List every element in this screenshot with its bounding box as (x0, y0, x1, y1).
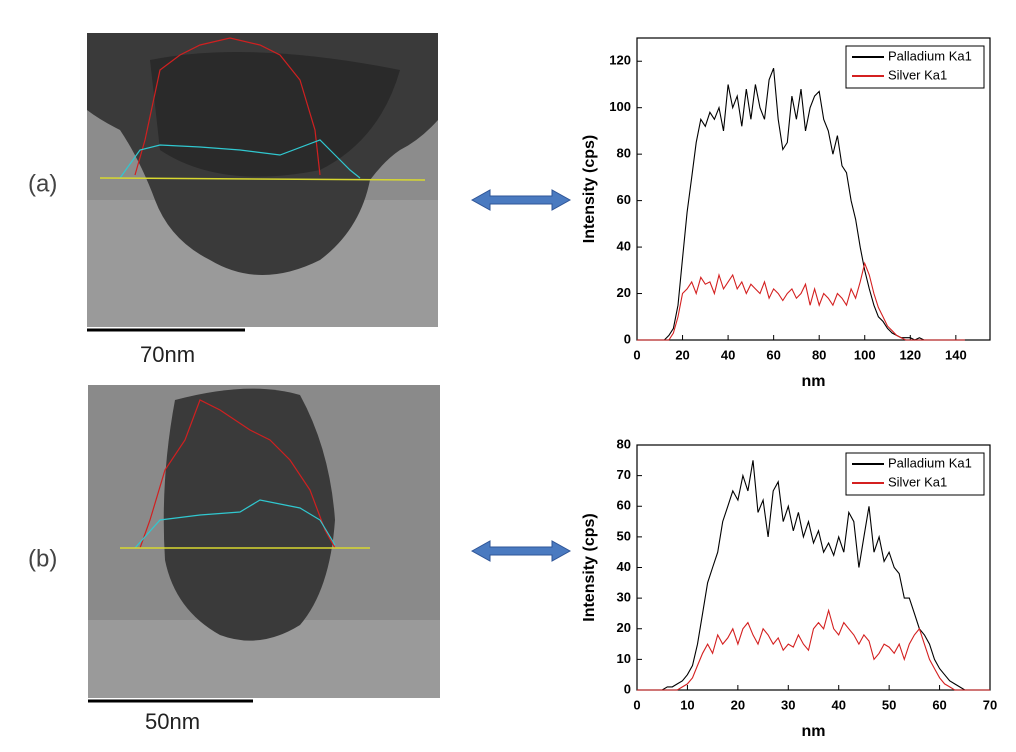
legend-label: Palladium Ka1 (888, 455, 972, 470)
legend-box (845, 452, 985, 496)
y-tick-label: 0 (624, 681, 631, 696)
tem-image-b (88, 385, 440, 698)
series-line (637, 460, 990, 691)
y-tick-label: 20 (617, 620, 631, 635)
x-tick-label: 30 (781, 697, 795, 712)
x-tick-label: 10 (680, 697, 694, 712)
panel-label: (a) (28, 170, 57, 197)
y-tick-label: 60 (617, 498, 631, 513)
legend-label: Silver Ka1 (888, 67, 947, 82)
tem-image-a (87, 33, 438, 327)
y-axis-label: Intensity (cps) (581, 135, 598, 243)
x-tick-label: 100 (854, 347, 876, 362)
x-axis-label: nm (802, 373, 826, 390)
scale-bar-label: 70nm (140, 342, 195, 367)
y-tick-label: 20 (617, 285, 631, 300)
x-tick-label: 80 (812, 347, 826, 362)
scale-bar-label: 50nm (145, 709, 200, 734)
y-axis-label: Intensity (cps) (581, 513, 598, 621)
y-tick-label: 70 (617, 467, 631, 482)
x-tick-label: 70 (983, 697, 997, 712)
x-tick-label: 0 (633, 697, 640, 712)
y-tick-label: 50 (617, 528, 631, 543)
x-tick-label: 40 (831, 697, 845, 712)
y-tick-label: 40 (617, 239, 631, 254)
x-tick-label: 60 (932, 697, 946, 712)
series-line (637, 68, 965, 341)
y-tick-label: 30 (617, 590, 631, 605)
x-axis-label: nm (802, 723, 826, 740)
y-tick-label: 40 (617, 559, 631, 574)
series-line (637, 261, 965, 341)
x-tick-label: 140 (945, 347, 967, 362)
x-tick-label: 60 (766, 347, 780, 362)
x-tick-label: 50 (882, 697, 896, 712)
y-tick-label: 120 (609, 53, 631, 68)
legend-box (845, 45, 985, 89)
series-line (637, 608, 990, 691)
x-tick-label: 20 (675, 347, 689, 362)
x-tick-label: 0 (633, 347, 640, 362)
plot-frame (636, 37, 991, 341)
y-tick-label: 60 (617, 192, 631, 207)
x-tick-label: 120 (899, 347, 921, 362)
legend-label: Silver Ka1 (888, 474, 947, 489)
y-tick-label: 10 (617, 651, 631, 666)
y-tick-label: 80 (617, 436, 631, 451)
y-tick-label: 0 (624, 331, 631, 346)
y-tick-label: 80 (617, 146, 631, 161)
double-arrow (470, 189, 572, 562)
y-tick-label: 100 (609, 99, 631, 114)
x-tick-label: 40 (721, 347, 735, 362)
legend-label: Palladium Ka1 (888, 48, 972, 63)
x-tick-label: 20 (731, 697, 745, 712)
panel-label: (b) (28, 545, 57, 572)
